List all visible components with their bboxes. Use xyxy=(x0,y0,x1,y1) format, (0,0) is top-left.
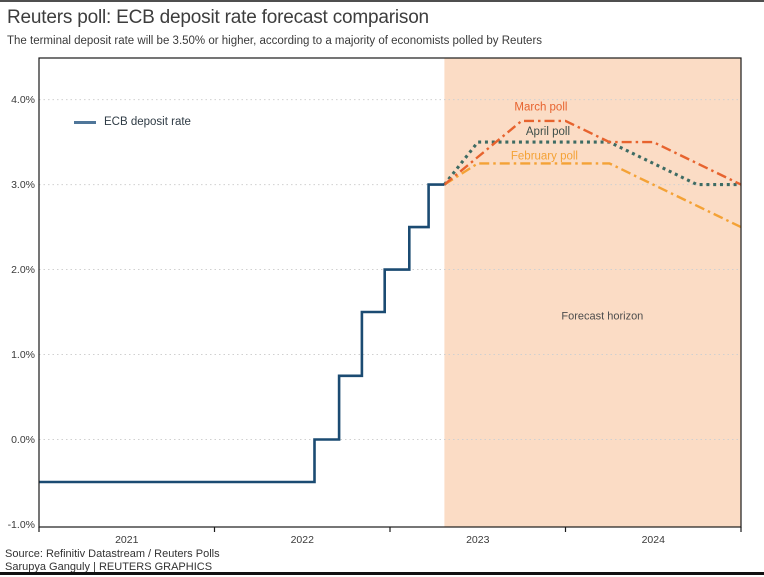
y-tick-label: 4.0% xyxy=(11,94,35,106)
annotation-february-poll: February poll xyxy=(511,151,578,163)
y-tick-label: -1.0% xyxy=(8,519,35,531)
x-tick-label: 2023 xyxy=(466,534,490,546)
chart-svg: 2021 2022 2023 2024 4.0% 3.0% 2.0% 1.0% 0.0% -1.0… xyxy=(8,57,742,546)
y-tick-label: 2.0% xyxy=(11,264,35,276)
page-subtitle: The terminal deposit rate will be 3.50% … xyxy=(7,35,543,47)
legend-line-swatch xyxy=(74,120,96,124)
y-axis-labels: 4.0% 3.0% 2.0% 1.0% 0.0% -1.0% xyxy=(8,94,35,531)
annotation-forecast-horizon: Forecast horizon xyxy=(561,310,643,322)
chart-area: 2021 2022 2023 2024 4.0% 3.0% 2.0% 1.0% 0.0% -1.0… xyxy=(0,55,764,547)
y-tick-label: 3.0% xyxy=(11,179,35,191)
x-tick-label: 2024 xyxy=(642,534,666,546)
source-line: Source: Refinitiv Datastream / Reuters P… xyxy=(5,548,220,560)
chart-header: Reuters poll: ECB deposit rate forecast … xyxy=(0,2,764,48)
y-tick-label: 0.0% xyxy=(11,434,35,446)
y-tick-label: 1.0% xyxy=(11,349,35,361)
chart-footer: Source: Refinitiv Datastream / Reuters P… xyxy=(0,548,764,573)
x-axis-ticks: 2021 2022 2023 2024 xyxy=(38,527,742,546)
forecast-region xyxy=(444,58,741,527)
credit-line: Sarupya Ganguly | REUTERS GRAPHICS xyxy=(5,561,213,573)
annotation-march-poll: March poll xyxy=(514,101,567,113)
page-title: Reuters poll: ECB deposit rate forecast … xyxy=(7,7,429,28)
series-february-poll xyxy=(443,162,742,229)
series-ecb-deposit-rate xyxy=(39,183,445,484)
x-tick-label: 2021 xyxy=(115,534,139,546)
x-tick-label: 2022 xyxy=(291,534,315,546)
legend: ECB deposit rate xyxy=(74,116,191,128)
annotation-april-poll: April poll xyxy=(526,126,570,138)
legend-label: ECB deposit rate xyxy=(104,116,191,128)
series-march-poll xyxy=(443,119,742,186)
bottom-border-bar xyxy=(0,572,764,575)
